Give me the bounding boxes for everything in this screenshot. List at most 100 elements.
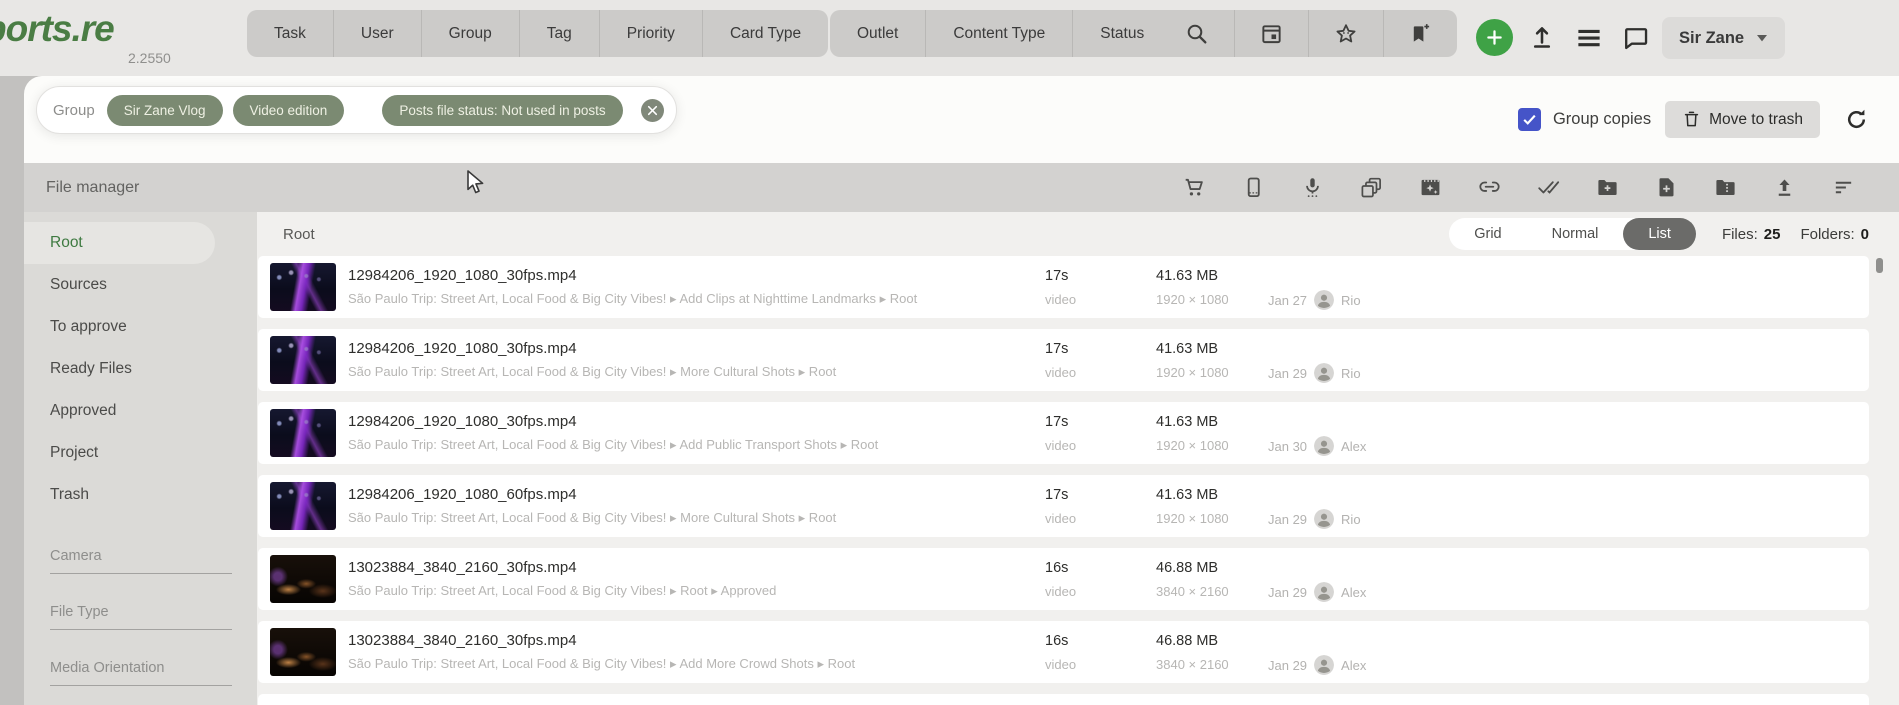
chevron-down-icon <box>1756 34 1768 42</box>
folders-count-value: 0 <box>1860 225 1869 243</box>
hamburger-icon <box>1574 23 1604 53</box>
file-dimensions: 1920 × 1080 <box>1156 510 1229 526</box>
user-menu-button[interactable]: Sir Zane <box>1662 17 1786 59</box>
video-thumbnail[interactable] <box>270 482 336 530</box>
sidebar-item-approved[interactable]: Approved <box>50 402 117 419</box>
menu-button[interactable] <box>1574 23 1604 53</box>
duration-column: 16s video <box>1045 633 1156 672</box>
file-row[interactable]: 13023884_3840_2160_30fps.mp4 São Paulo T… <box>258 548 1869 610</box>
move-to-trash-label: Move to trash <box>1709 110 1803 128</box>
filter-outlet-button[interactable]: Outlet <box>830 10 927 57</box>
sidebar-item-to-approve[interactable]: To approve <box>50 318 127 335</box>
view-grid-button[interactable]: Grid <box>1474 226 1502 242</box>
move-to-trash-button[interactable]: Move to trash <box>1665 101 1820 138</box>
scrollbar-thumb[interactable] <box>1876 258 1883 273</box>
filter-status-button[interactable]: Status <box>1073 10 1173 57</box>
file-date: Jan 29 <box>1268 365 1308 381</box>
file-path: São Paulo Trip: Street Art, Local Food &… <box>348 437 879 452</box>
sidebar-item-project[interactable]: Project <box>50 444 99 461</box>
file-size: 41.63 MB <box>1156 413 1219 430</box>
video-thumbnail[interactable] <box>270 555 336 603</box>
user-avatar <box>1314 582 1335 602</box>
sidebar-item-trash[interactable]: Trash <box>50 486 90 503</box>
date-user-column: Jan 29 Rio <box>1268 509 1361 529</box>
primary-filter-group: Task User Group Tag Priority Card Type <box>247 10 829 57</box>
page-title: File manager <box>46 178 140 196</box>
file-row[interactable]: 12984206_1920_1080_60fps.mp4 São Paulo T… <box>258 475 1869 537</box>
filter-user-button[interactable]: User <box>334 10 422 57</box>
file-row[interactable]: 12984206_1920_1080_30fps.mp4 São Paulo T… <box>258 329 1869 391</box>
filter-chip[interactable]: Sir Zane Vlog <box>106 94 223 126</box>
bookmarks-button[interactable] <box>1384 10 1457 57</box>
sort-icon[interactable] <box>1832 176 1855 199</box>
file-add-icon[interactable] <box>1655 176 1678 199</box>
breadcrumb[interactable]: Root <box>283 225 315 243</box>
clear-filters-button[interactable] <box>640 98 664 122</box>
filter-chips-box: Group Sir Zane Vlog Video edition Posts … <box>36 86 677 134</box>
cart-icon[interactable] <box>1183 176 1206 199</box>
folder-add-icon[interactable] <box>1596 176 1619 199</box>
close-icon <box>646 104 659 117</box>
file-row[interactable]: 13023884_3840_2160_30fps.mp4 São Paulo T… <box>258 621 1869 683</box>
refresh-button[interactable] <box>1844 107 1869 132</box>
copy-stack-icon[interactable] <box>1360 176 1383 199</box>
group-copies-checkbox[interactable] <box>1517 108 1541 131</box>
folder-archive-icon[interactable] <box>1714 176 1737 199</box>
video-thumbnail[interactable] <box>270 263 336 311</box>
media-orientation-filter-field[interactable]: Media Orientation <box>50 660 232 686</box>
date-user-column: Jan 30 Alex <box>1268 436 1366 456</box>
device-icon[interactable] <box>1242 176 1265 199</box>
size-column: 46.88 MB 3840 × 2160 <box>1156 633 1268 672</box>
file-path: São Paulo Trip: Street Art, Local Food &… <box>348 510 837 525</box>
file-user: Alex <box>1341 584 1367 600</box>
camera-filter-field[interactable]: Camera <box>50 548 232 574</box>
filter-tag-button[interactable]: Tag <box>520 10 600 57</box>
file-date: Jan 30 <box>1268 438 1308 454</box>
sidebar-item-ready-files[interactable]: Ready Files <box>50 360 132 377</box>
upload-files-icon[interactable] <box>1773 176 1796 199</box>
search-button[interactable] <box>1160 10 1235 57</box>
add-button[interactable] <box>1476 19 1513 56</box>
double-check-icon[interactable] <box>1537 176 1560 199</box>
file-row[interactable]: 12984206_1920_1080_30fps.mp4 São Paulo T… <box>258 256 1869 318</box>
filter-group-button[interactable]: Group <box>422 10 520 57</box>
sidebar-item-root[interactable]: Root <box>24 222 215 264</box>
filter-task-button[interactable]: Task <box>247 10 334 57</box>
file-duration: 17s <box>1045 413 1069 430</box>
upload-button[interactable] <box>1528 22 1556 50</box>
file-title-block: 12984206_1920_1080_60fps.mp4 São Paulo T… <box>348 486 1038 526</box>
file-date: Jan 29 <box>1268 657 1308 673</box>
link-icon[interactable] <box>1478 176 1501 199</box>
size-column: 41.63 MB 1920 × 1080 <box>1156 341 1268 380</box>
duration-column: 17s video <box>1045 414 1156 453</box>
film-sparkles-icon[interactable] <box>1419 176 1442 199</box>
user-avatar <box>1314 363 1335 383</box>
file-user: Rio <box>1341 292 1361 308</box>
date-user-column: Jan 27 Rio <box>1268 290 1361 310</box>
calendar-button[interactable] <box>1235 10 1309 57</box>
chat-button[interactable] <box>1622 24 1650 52</box>
date-user-column: Jan 29 Rio <box>1268 363 1361 383</box>
file-title-block: 13023884_3840_2160_30fps.mp4 São Paulo T… <box>348 632 1038 672</box>
duration-column: 17s video <box>1045 341 1156 380</box>
filter-card-type-button[interactable]: Card Type <box>729 24 802 42</box>
file-date: Jan 29 <box>1268 511 1308 527</box>
filter-priority-button[interactable]: Priority <box>600 10 703 57</box>
file-name: 12984206_1920_1080_30fps.mp4 <box>348 340 577 357</box>
sidebar-item-sources[interactable]: Sources <box>50 276 107 293</box>
video-thumbnail[interactable] <box>270 409 336 457</box>
filter-chip[interactable]: Video edition <box>232 94 345 126</box>
video-thumbnail[interactable] <box>270 628 336 676</box>
view-list-button[interactable]: List <box>1623 218 1696 250</box>
filter-content-type-button[interactable]: Content Type <box>926 10 1074 57</box>
file-dimensions: 1920 × 1080 <box>1156 291 1229 307</box>
favorites-button[interactable] <box>1309 10 1384 57</box>
file-kind: video <box>1045 656 1077 672</box>
microphone-icon[interactable] <box>1301 176 1324 199</box>
file-type-filter-field[interactable]: File Type <box>50 604 232 630</box>
video-thumbnail[interactable] <box>270 336 336 384</box>
file-row[interactable]: 12984206_1920_1080_30fps.mp4 São Paulo T… <box>258 402 1869 464</box>
mouse-cursor <box>466 170 487 197</box>
view-normal-button[interactable]: Normal <box>1551 226 1599 242</box>
filter-chip[interactable]: Posts file status: Not used in posts <box>382 94 623 126</box>
